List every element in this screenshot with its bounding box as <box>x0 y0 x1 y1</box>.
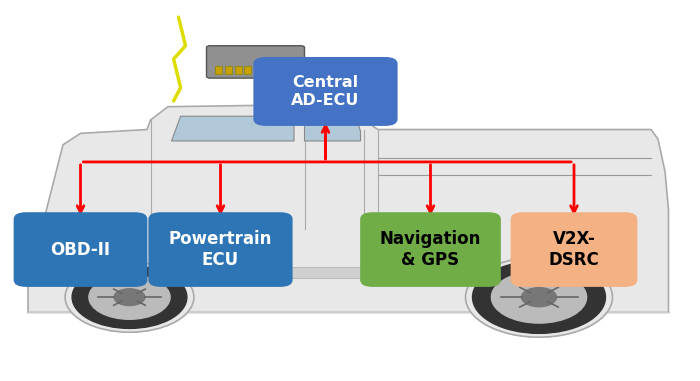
Text: V2X-
DSRC: V2X- DSRC <box>549 230 599 269</box>
Circle shape <box>114 289 145 306</box>
FancyBboxPatch shape <box>360 212 501 287</box>
FancyBboxPatch shape <box>148 212 293 287</box>
Circle shape <box>473 261 606 333</box>
Circle shape <box>491 271 587 323</box>
FancyBboxPatch shape <box>254 66 261 74</box>
Circle shape <box>72 266 187 328</box>
Circle shape <box>89 275 170 319</box>
Polygon shape <box>28 213 63 282</box>
FancyBboxPatch shape <box>274 66 281 74</box>
Circle shape <box>522 288 556 307</box>
FancyBboxPatch shape <box>244 66 251 74</box>
Polygon shape <box>172 116 294 141</box>
FancyBboxPatch shape <box>234 66 241 74</box>
Circle shape <box>65 262 194 332</box>
Text: Powertrain
ECU: Powertrain ECU <box>169 230 272 269</box>
FancyBboxPatch shape <box>215 66 222 74</box>
Polygon shape <box>28 105 668 312</box>
FancyBboxPatch shape <box>284 66 290 74</box>
Polygon shape <box>80 267 616 278</box>
FancyBboxPatch shape <box>225 66 232 74</box>
Text: Central
AD-ECU: Central AD-ECU <box>291 75 360 108</box>
Text: OBD-II: OBD-II <box>50 240 111 259</box>
Polygon shape <box>304 116 360 141</box>
Circle shape <box>466 257 612 337</box>
FancyBboxPatch shape <box>253 57 398 126</box>
Text: Navigation
& GPS: Navigation & GPS <box>380 230 481 269</box>
FancyBboxPatch shape <box>264 66 271 74</box>
FancyBboxPatch shape <box>14 212 148 287</box>
FancyBboxPatch shape <box>510 212 637 287</box>
FancyBboxPatch shape <box>206 46 304 78</box>
